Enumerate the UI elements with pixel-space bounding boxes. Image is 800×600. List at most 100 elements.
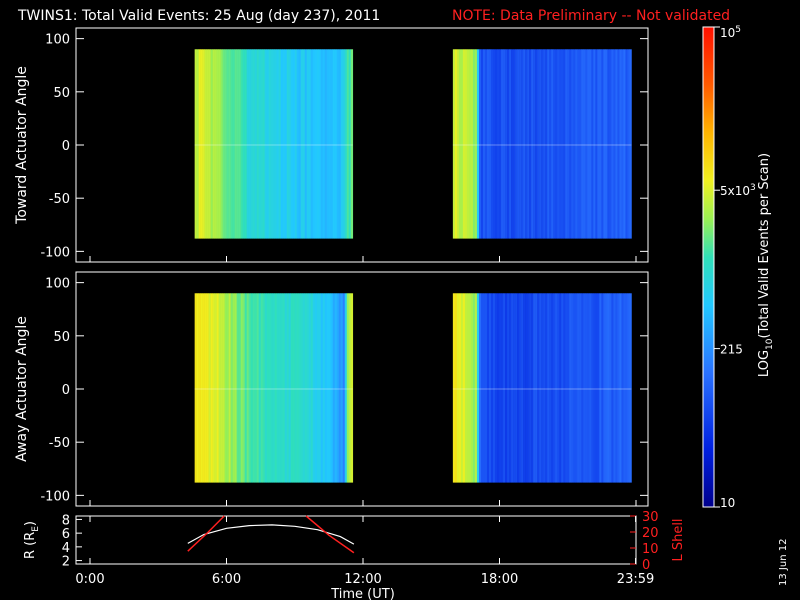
heatmap-cell bbox=[280, 49, 284, 239]
heatmap-cell bbox=[208, 49, 211, 239]
heatmap-cell bbox=[561, 293, 564, 483]
heatmap-cell bbox=[232, 49, 235, 239]
heatmap-cell bbox=[264, 293, 268, 483]
heatmap-cell bbox=[629, 293, 632, 483]
heatmap-cell bbox=[302, 49, 306, 239]
heatmap-cell bbox=[202, 293, 205, 483]
heatmap-cell bbox=[611, 49, 614, 239]
heatmap-cell bbox=[324, 49, 328, 239]
heatmap-cell bbox=[306, 49, 310, 239]
heatmap-cell bbox=[472, 293, 476, 483]
heatmap-cell bbox=[503, 49, 506, 239]
heatmap-cell bbox=[619, 293, 622, 483]
heatmap-cell bbox=[599, 49, 602, 239]
toward-panel: 100 50 0 -50 -100 Toward Actuator Angle bbox=[14, 27, 649, 263]
heatmap-cell bbox=[517, 49, 520, 239]
heatmap-cell bbox=[220, 49, 223, 239]
heatmap-cell bbox=[296, 49, 300, 239]
heatmap-cell bbox=[328, 293, 332, 483]
heatmap-cell bbox=[276, 49, 280, 239]
heatmap-cell bbox=[595, 49, 598, 239]
heatmap-cell bbox=[326, 293, 330, 483]
heatmap-cell bbox=[609, 49, 612, 239]
heatmap-cell bbox=[460, 49, 464, 239]
heatmap-cell bbox=[627, 49, 630, 239]
heatmap-cell bbox=[597, 49, 600, 239]
heatmap-cell bbox=[228, 49, 231, 239]
heatmap-cell bbox=[348, 293, 352, 483]
heatmap-cell bbox=[617, 49, 620, 239]
heatmap-cell bbox=[332, 49, 336, 239]
heatmap-cell bbox=[346, 293, 350, 483]
heatmap-cell bbox=[505, 293, 508, 483]
heatmap-cell bbox=[549, 49, 552, 239]
heatmap-cell bbox=[234, 49, 237, 239]
heatmap-cell bbox=[563, 49, 566, 239]
heatmap-cell bbox=[607, 293, 610, 483]
heatmap-cell bbox=[497, 49, 500, 239]
heatmap-cell bbox=[537, 49, 540, 239]
heatmap-cell bbox=[244, 293, 247, 483]
heatmap-cell bbox=[581, 293, 584, 483]
heatmap-cell bbox=[515, 293, 518, 483]
r-tick-label: 6 bbox=[62, 527, 70, 542]
heatmap-cell bbox=[202, 49, 205, 239]
heatmap-cell bbox=[350, 293, 354, 483]
heatmap-cell bbox=[304, 49, 308, 239]
heatmap-cell bbox=[486, 293, 490, 483]
y-tick-label: -50 bbox=[49, 192, 70, 207]
heatmap-cell bbox=[539, 293, 542, 483]
heatmap-cell bbox=[551, 293, 554, 483]
heatmap-cell bbox=[288, 293, 292, 483]
orbit-panel-frame bbox=[75, 515, 637, 565]
heatmap-cell bbox=[320, 49, 324, 239]
heatmap-cell bbox=[272, 293, 276, 483]
heatmap-cell bbox=[474, 293, 478, 483]
heatmap-cell bbox=[611, 293, 614, 483]
heatmap-cell bbox=[543, 49, 546, 239]
heatmap-cell bbox=[306, 293, 310, 483]
heatmap-cell bbox=[326, 49, 330, 239]
heatmap-cell bbox=[278, 49, 282, 239]
heatmap-cell bbox=[484, 49, 488, 239]
heatmap-cell bbox=[238, 49, 241, 239]
away-panel: 100 50 0 -50 -100 Away Actuator Angle bbox=[14, 271, 649, 507]
heatmap-cell bbox=[246, 49, 249, 239]
heatmap-cell bbox=[454, 49, 458, 239]
heatmap-cell bbox=[324, 293, 328, 483]
heatmap-cell bbox=[312, 49, 316, 239]
y-tick-label: 100 bbox=[45, 277, 70, 292]
heatmap-cell bbox=[462, 293, 466, 483]
heatmap-cell bbox=[290, 293, 294, 483]
heatmap-cell bbox=[460, 293, 464, 483]
heatmap-cell bbox=[589, 49, 592, 239]
heatmap-cell bbox=[260, 49, 263, 239]
heatmap-cell bbox=[230, 293, 233, 483]
heatmap-cell bbox=[318, 49, 322, 239]
heatmap-cell bbox=[308, 293, 312, 483]
heatmap-cell bbox=[545, 293, 548, 483]
heatmap-cell bbox=[196, 293, 199, 483]
heatmap-cell bbox=[577, 293, 580, 483]
heatmap-cell bbox=[492, 49, 496, 239]
heatmap-cell bbox=[593, 49, 596, 239]
heatmap-cell bbox=[513, 293, 516, 483]
heatmap-cell bbox=[226, 49, 229, 239]
heatmap-cell bbox=[250, 293, 253, 483]
heatmap-cell bbox=[623, 49, 626, 239]
lshell-axis-label: L Shell bbox=[671, 518, 686, 561]
heatmap-cell bbox=[488, 293, 492, 483]
heatmap-cell bbox=[246, 293, 249, 483]
heatmap-cell bbox=[236, 293, 239, 483]
heatmap-cell bbox=[511, 293, 514, 483]
heatmap-cell bbox=[350, 49, 354, 239]
toward-y-axis: 100 50 0 -50 -100 bbox=[40, 33, 648, 262]
heatmap-cell bbox=[282, 293, 286, 483]
colorbar-gradient bbox=[702, 26, 715, 508]
heatmap-cell bbox=[478, 293, 482, 483]
heatmap-cell bbox=[212, 49, 215, 239]
heatmap-cell bbox=[539, 49, 542, 239]
heatmap-cell bbox=[470, 49, 474, 239]
heatmap-cell bbox=[344, 49, 348, 239]
